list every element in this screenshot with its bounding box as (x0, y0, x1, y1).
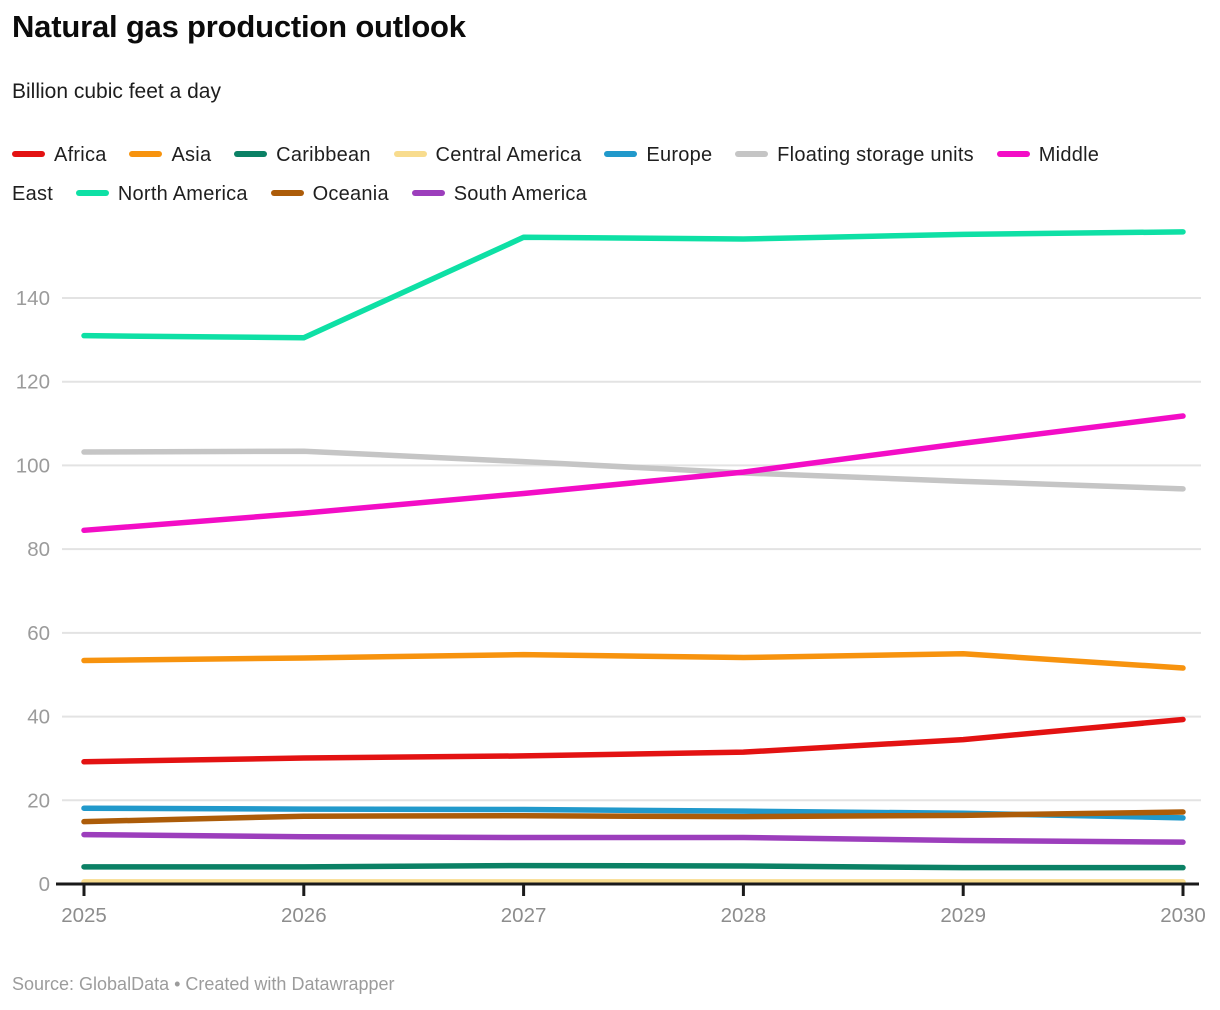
legend-swatch-central-america (393, 150, 427, 157)
series-line-africa (81, 716, 1186, 765)
legend-swatch-europe (604, 150, 638, 157)
legend-swatch-floating-storage-units (735, 150, 769, 157)
source-line: Source: GlobalData • Created with Datawr… (12, 974, 395, 994)
y-tick-label-60: 60 (27, 622, 50, 645)
x-tick-label-2026: 2026 (281, 904, 327, 927)
legend-item-label: Central America (435, 144, 582, 166)
legend-swatch-asia (129, 150, 163, 157)
y-tick-label-40: 40 (27, 706, 50, 729)
legend-item-oceania: Oceania (270, 183, 389, 205)
legend-swatch-north-america (75, 189, 109, 196)
legend-item-label: Asia (171, 144, 212, 166)
series-line-oceania (81, 809, 1186, 825)
legend-item-label: Africa (54, 144, 107, 166)
legend-item-europe: Europe (604, 144, 712, 166)
legend-item-asia: Asia (129, 144, 211, 166)
y-tick-label-140: 140 (16, 287, 50, 310)
x-tick-label-2029: 2029 (940, 904, 986, 927)
legend-swatch-oceania (270, 189, 304, 196)
legend-item-south-america: South America (411, 183, 588, 205)
legend-item-label: North America (117, 183, 248, 205)
legend-item-label: South America (453, 183, 588, 205)
y-tick-label-120: 120 (16, 371, 50, 394)
legend-item-label: Floating storage units (777, 144, 974, 166)
series-line-asia (81, 651, 1186, 671)
legend-item-label: Oceania (312, 183, 389, 205)
legend-item-caribbean: Caribbean (234, 144, 371, 166)
legend-item-label: Middle East (12, 144, 1100, 205)
y-tick-label-0: 0 (39, 873, 50, 896)
legend: Africa Asia Caribbean Central America Eu… (12, 136, 1112, 214)
legend-item-floating-storage-units: Floating storage units (735, 144, 974, 166)
legend-swatch-caribbean (234, 150, 268, 157)
legend-item-central-america: Central America (393, 144, 582, 166)
legend-item-middle-east: Middle East (12, 144, 1099, 205)
x-tick-label-2027: 2027 (501, 904, 547, 927)
y-tick-label-20: 20 (27, 789, 50, 812)
legend-item-label: Caribbean (276, 144, 371, 166)
chart-title: Natural gas production outlook (12, 9, 466, 44)
series-line-caribbean (81, 862, 1186, 871)
y-tick-label-80: 80 (27, 538, 50, 561)
series-line-floating-storage-units (81, 448, 1186, 492)
series-line-middle-east (81, 413, 1186, 534)
series-line-south-america (81, 831, 1186, 845)
legend-swatch-africa (12, 150, 45, 157)
legend-item-africa: Africa (12, 144, 107, 166)
legend-swatch-south-america (411, 189, 445, 196)
legend-swatch-middle-east (996, 150, 1030, 157)
series-line-north-america (81, 229, 1186, 341)
x-tick-label-2028: 2028 (721, 904, 767, 927)
y-tick-label-100: 100 (16, 454, 50, 477)
legend-item-north-america: North America (75, 183, 248, 205)
x-tick-label-2025: 2025 (61, 904, 107, 927)
x-tick-label-2030: 2030 (1160, 904, 1206, 927)
chart-subtitle: Billion cubic feet a day (12, 80, 221, 103)
legend-item-label: Europe (646, 144, 713, 166)
